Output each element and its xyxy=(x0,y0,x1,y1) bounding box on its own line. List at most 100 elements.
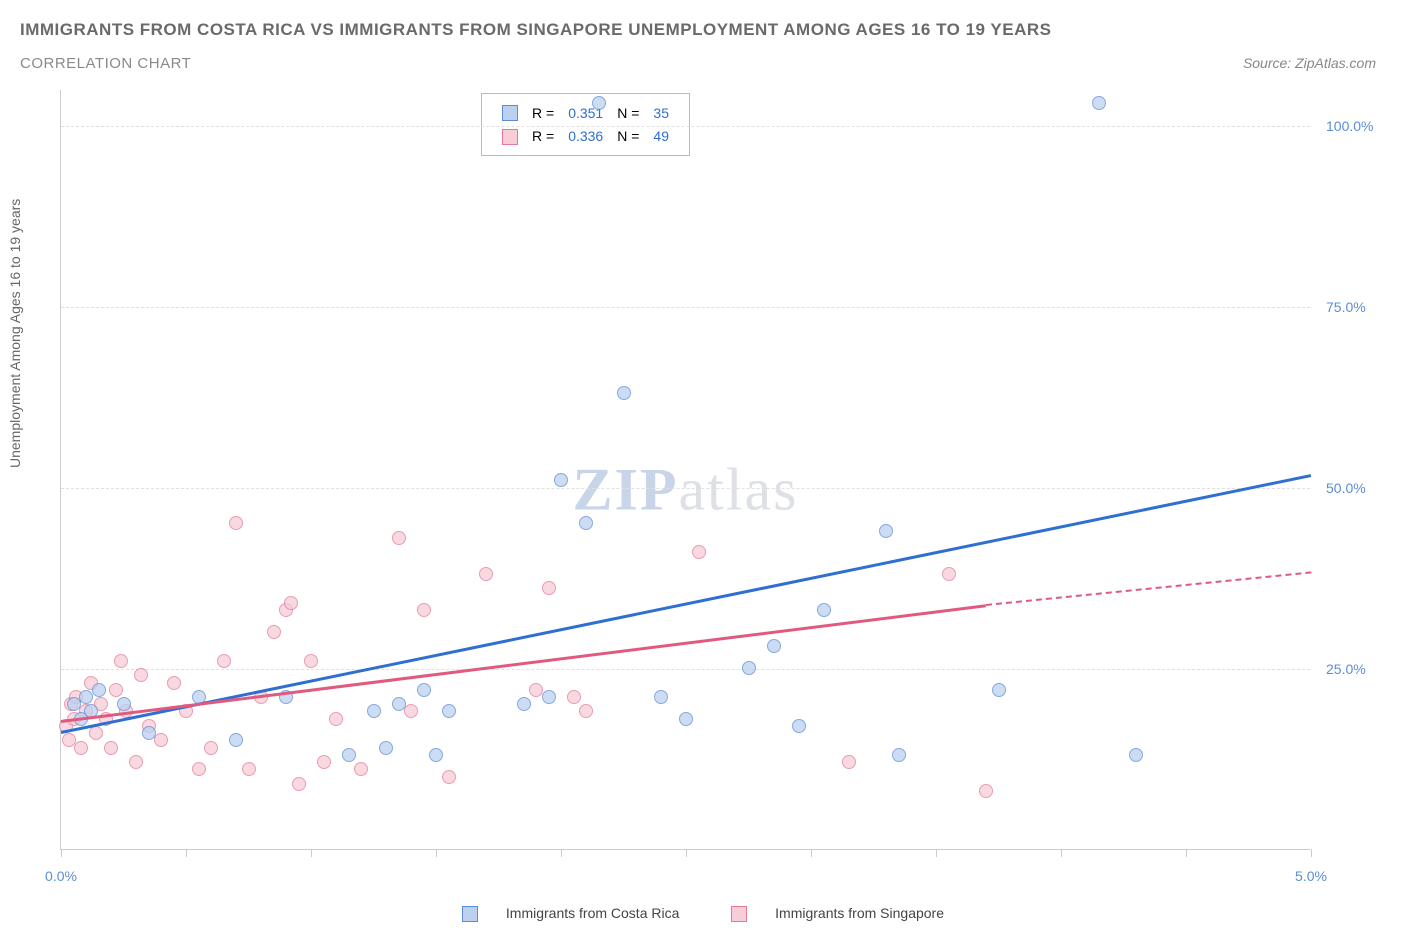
scatter-point-singapore xyxy=(217,654,231,668)
scatter-point-singapore xyxy=(567,690,581,704)
scatter-point-costa-rica xyxy=(92,683,106,697)
x-tick xyxy=(1311,849,1312,857)
scatter-point-singapore xyxy=(229,516,243,530)
scatter-point-costa-rica xyxy=(1129,748,1143,762)
x-tick-label: 0.0% xyxy=(45,868,77,884)
scatter-point-costa-rica xyxy=(517,697,531,711)
trendline-singapore-extrapolated xyxy=(986,571,1311,606)
scatter-point-costa-rica xyxy=(554,473,568,487)
scatter-point-singapore xyxy=(129,755,143,769)
x-tick xyxy=(186,849,187,857)
scatter-point-singapore xyxy=(74,741,88,755)
scatter-point-costa-rica xyxy=(417,683,431,697)
correlation-legend: R = 0.351 N = 35 R = 0.336 N = 49 xyxy=(481,93,690,156)
scatter-point-singapore xyxy=(134,668,148,682)
series-a-label: Immigrants from Costa Rica xyxy=(506,905,679,921)
scatter-point-singapore xyxy=(404,704,418,718)
y-tick-label: 100.0% xyxy=(1326,118,1373,134)
series-b-label: Immigrants from Singapore xyxy=(775,905,944,921)
x-tick xyxy=(936,849,937,857)
x-tick xyxy=(811,849,812,857)
series-legend: Immigrants from Costa Rica Immigrants fr… xyxy=(438,905,968,922)
scatter-point-costa-rica xyxy=(767,639,781,653)
scatter-point-singapore xyxy=(979,784,993,798)
x-tick xyxy=(436,849,437,857)
scatter-point-singapore xyxy=(692,545,706,559)
scatter-point-singapore xyxy=(479,567,493,581)
scatter-point-costa-rica xyxy=(429,748,443,762)
scatter-point-costa-rica xyxy=(79,690,93,704)
scatter-point-singapore xyxy=(89,726,103,740)
scatter-point-singapore xyxy=(317,755,331,769)
gridline xyxy=(61,488,1310,489)
x-tick xyxy=(686,849,687,857)
scatter-point-costa-rica xyxy=(392,697,406,711)
scatter-point-costa-rica xyxy=(379,741,393,755)
scatter-point-costa-rica xyxy=(229,733,243,747)
scatter-point-singapore xyxy=(114,654,128,668)
legend-row: R = 0.336 N = 49 xyxy=(496,125,675,146)
y-tick-label: 75.0% xyxy=(1326,299,1366,315)
scatter-point-singapore xyxy=(167,676,181,690)
scatter-point-costa-rica xyxy=(617,386,631,400)
scatter-point-singapore xyxy=(204,741,218,755)
scatter-point-costa-rica xyxy=(367,704,381,718)
scatter-point-costa-rica xyxy=(992,683,1006,697)
scatter-point-singapore xyxy=(304,654,318,668)
scatter-point-costa-rica xyxy=(879,524,893,538)
legend-swatch-blue xyxy=(502,105,518,121)
gridline xyxy=(61,126,1310,127)
scatter-point-singapore xyxy=(442,770,456,784)
scatter-point-singapore xyxy=(942,567,956,581)
scatter-point-costa-rica xyxy=(792,719,806,733)
scatter-point-singapore xyxy=(284,596,298,610)
scatter-point-singapore xyxy=(542,581,556,595)
scatter-point-singapore xyxy=(242,762,256,776)
scatter-point-costa-rica xyxy=(579,516,593,530)
legend-swatch-pink xyxy=(731,906,747,922)
legend-swatch-blue xyxy=(462,906,478,922)
y-tick-label: 25.0% xyxy=(1326,661,1366,677)
chart-subtitle: CORRELATION CHART xyxy=(20,55,191,72)
scatter-point-singapore xyxy=(417,603,431,617)
x-tick xyxy=(1186,849,1187,857)
scatter-point-costa-rica xyxy=(542,690,556,704)
x-tick-label: 5.0% xyxy=(1295,868,1327,884)
scatter-point-costa-rica xyxy=(142,726,156,740)
legend-swatch-pink xyxy=(502,129,518,145)
scatter-point-costa-rica xyxy=(892,748,906,762)
scatter-point-singapore xyxy=(354,762,368,776)
scatter-point-singapore xyxy=(267,625,281,639)
n-value-pink: 49 xyxy=(647,125,675,146)
scatter-point-singapore xyxy=(192,762,206,776)
x-tick xyxy=(311,849,312,857)
scatter-point-singapore xyxy=(109,683,123,697)
scatter-point-singapore xyxy=(104,741,118,755)
scatter-point-singapore xyxy=(392,531,406,545)
scatter-point-singapore xyxy=(154,733,168,747)
trendline-costa-rica xyxy=(61,474,1311,733)
legend-row: R = 0.351 N = 35 xyxy=(496,102,675,123)
x-tick xyxy=(561,849,562,857)
y-tick-label: 50.0% xyxy=(1326,480,1366,496)
scatter-point-singapore xyxy=(329,712,343,726)
scatter-point-costa-rica xyxy=(1092,96,1106,110)
scatter-point-costa-rica xyxy=(592,96,606,110)
y-axis-label: Unemployment Among Ages 16 to 19 years xyxy=(7,199,23,468)
x-tick xyxy=(61,849,62,857)
scatter-point-singapore xyxy=(292,777,306,791)
watermark: ZIPatlas xyxy=(573,456,799,525)
scatter-point-costa-rica xyxy=(817,603,831,617)
chart-title: IMMIGRANTS FROM COSTA RICA VS IMMIGRANTS… xyxy=(20,20,1052,40)
scatter-plot: ZIPatlas R = 0.351 N = 35 R = 0.336 N = … xyxy=(60,90,1310,850)
scatter-point-costa-rica xyxy=(117,697,131,711)
scatter-point-singapore xyxy=(842,755,856,769)
scatter-point-costa-rica xyxy=(742,661,756,675)
n-value-blue: 35 xyxy=(647,102,675,123)
gridline xyxy=(61,669,1310,670)
gridline xyxy=(61,307,1310,308)
source-attribution: Source: ZipAtlas.com xyxy=(1243,55,1376,71)
scatter-point-singapore xyxy=(579,704,593,718)
scatter-point-costa-rica xyxy=(442,704,456,718)
scatter-point-costa-rica xyxy=(342,748,356,762)
